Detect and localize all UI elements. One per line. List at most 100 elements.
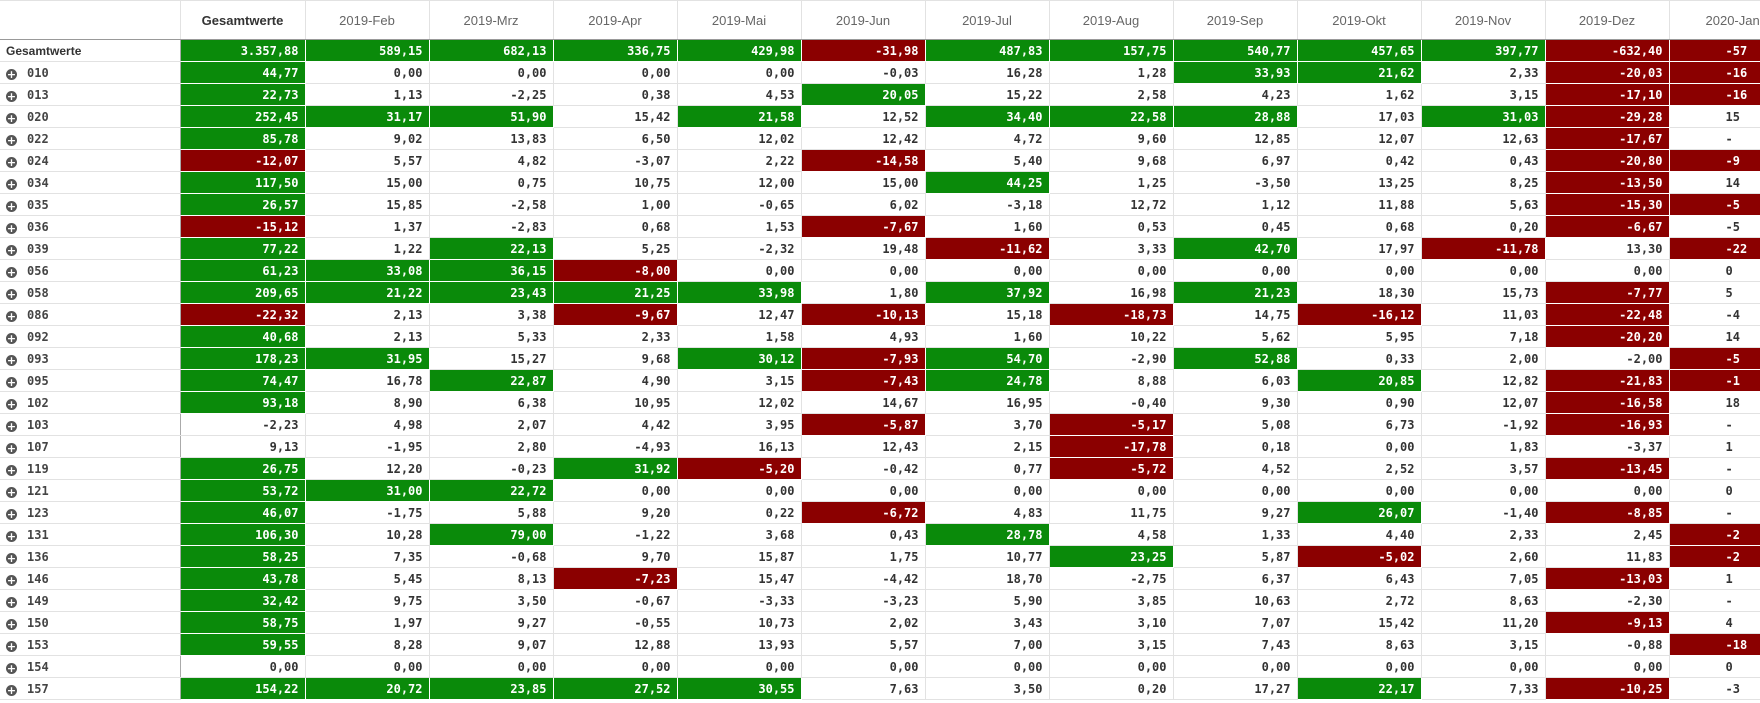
- row-label[interactable]: +136: [0, 545, 181, 568]
- expand-icon[interactable]: +: [6, 287, 17, 301]
- row-label[interactable]: +093: [0, 347, 181, 370]
- column-header[interactable]: 2019-Apr: [552, 0, 678, 40]
- row-label[interactable]: +153: [0, 633, 181, 656]
- expand-icon[interactable]: +: [6, 529, 17, 543]
- row-label[interactable]: +020: [0, 105, 181, 128]
- value-cell: 2,60: [1420, 545, 1546, 568]
- column-header[interactable]: 2019-Mai: [676, 0, 802, 40]
- expand-icon[interactable]: +: [6, 89, 17, 103]
- row-label[interactable]: +056: [0, 259, 181, 282]
- row-label[interactable]: +123: [0, 501, 181, 524]
- column-header[interactable]: 2020-Jan: [1668, 0, 1760, 40]
- value-cell: 22,58: [1048, 105, 1174, 128]
- value-cell: 16,28: [924, 61, 1050, 84]
- expand-icon[interactable]: +: [6, 595, 17, 609]
- column-header[interactable]: 2019-Sep: [1172, 0, 1298, 40]
- value-cell: 4,93: [800, 325, 926, 348]
- row-label[interactable]: +013: [0, 83, 181, 106]
- expand-icon[interactable]: +: [6, 661, 17, 675]
- value-cell: 13,83: [428, 127, 554, 150]
- column-header[interactable]: Gesamtwerte: [179, 0, 306, 40]
- row-label[interactable]: +095: [0, 369, 181, 392]
- expand-icon[interactable]: +: [6, 551, 17, 565]
- row-label-text: 136: [27, 549, 49, 564]
- expand-icon[interactable]: +: [6, 309, 17, 323]
- row-label[interactable]: +154: [0, 655, 181, 678]
- row-label[interactable]: +121: [0, 479, 181, 502]
- row-label[interactable]: +039: [0, 237, 181, 260]
- row-label[interactable]: +035: [0, 193, 181, 216]
- value-cell: 157,75: [1048, 39, 1174, 62]
- row-label[interactable]: +149: [0, 589, 181, 612]
- value-cell: 3,33: [1048, 237, 1174, 260]
- expand-icon[interactable]: +: [6, 155, 17, 169]
- expand-icon[interactable]: +: [6, 133, 17, 147]
- value-cell: -13,03: [1544, 567, 1670, 590]
- expand-icon[interactable]: +: [6, 243, 17, 257]
- column-header[interactable]: 2019-Okt: [1296, 0, 1422, 40]
- column-header[interactable]: 2019-Aug: [1048, 0, 1174, 40]
- row-label[interactable]: +092: [0, 325, 181, 348]
- value-cell: 18: [1668, 391, 1760, 414]
- row-label[interactable]: +150: [0, 611, 181, 634]
- row-label[interactable]: +036: [0, 215, 181, 238]
- row-label: Gesamtwerte: [0, 39, 181, 62]
- expand-icon[interactable]: +: [6, 419, 17, 433]
- value-cell: 22,13: [428, 237, 554, 260]
- expand-icon[interactable]: +: [6, 221, 17, 235]
- expand-icon[interactable]: +: [6, 375, 17, 389]
- expand-icon[interactable]: +: [6, 353, 17, 367]
- expand-icon[interactable]: +: [6, 507, 17, 521]
- row-label[interactable]: +010: [0, 61, 181, 84]
- expand-icon[interactable]: +: [6, 617, 17, 631]
- value-cell: -9,13: [1544, 611, 1670, 634]
- row-label[interactable]: +157: [0, 677, 181, 700]
- value-cell: 6,50: [552, 127, 678, 150]
- value-cell: 1,25: [1048, 171, 1174, 194]
- column-header[interactable]: 2019-Nov: [1420, 0, 1546, 40]
- expand-icon[interactable]: +: [6, 397, 17, 411]
- column-header[interactable]: 2019-Dez: [1544, 0, 1670, 40]
- value-cell: 5,45: [304, 567, 430, 590]
- expand-icon[interactable]: +: [6, 441, 17, 455]
- row-label-text: 123: [27, 505, 49, 520]
- column-header[interactable]: 2019-Jun: [800, 0, 926, 40]
- value-cell: -7,77: [1544, 281, 1670, 304]
- row-label[interactable]: +022: [0, 127, 181, 150]
- expand-icon[interactable]: +: [6, 463, 17, 477]
- expand-icon[interactable]: +: [6, 177, 17, 191]
- value-cell: 4,83: [924, 501, 1050, 524]
- expand-icon[interactable]: +: [6, 331, 17, 345]
- row-label[interactable]: +102: [0, 391, 181, 414]
- value-cell: 23,85: [428, 677, 554, 700]
- table-row: +093 178,23 31,95 15,27 9,68 30,12 -7,93 54,70-…: [0, 347, 1760, 370]
- row-label[interactable]: +146: [0, 567, 181, 590]
- expand-icon[interactable]: +: [6, 573, 17, 587]
- column-header[interactable]: 2019-Feb: [304, 0, 430, 40]
- table-row: +058 209,65 21,22 23,43 21,25 33,98 1,80 37,92 1…: [0, 281, 1760, 304]
- expand-icon[interactable]: +: [6, 265, 17, 279]
- row-label[interactable]: +058: [0, 281, 181, 304]
- value-cell: 4,72: [924, 127, 1050, 150]
- row-label[interactable]: +034: [0, 171, 181, 194]
- row-label[interactable]: +131: [0, 523, 181, 546]
- expand-icon[interactable]: +: [6, 485, 17, 499]
- row-label[interactable]: +107: [0, 435, 181, 458]
- value-cell: 1,37: [304, 215, 430, 238]
- expand-icon[interactable]: +: [6, 67, 17, 81]
- row-label[interactable]: +103: [0, 413, 181, 436]
- row-label-text: 093: [27, 351, 49, 366]
- column-header[interactable]: 2019-Mrz: [428, 0, 554, 40]
- value-cell: 7,63: [800, 677, 926, 700]
- expand-icon[interactable]: +: [6, 683, 17, 697]
- column-header[interactable]: 2019-Jul: [924, 0, 1050, 40]
- expand-icon[interactable]: +: [6, 639, 17, 653]
- value-cell: 15,42: [1296, 611, 1422, 634]
- row-label[interactable]: +119: [0, 457, 181, 480]
- value-cell: 4,53: [676, 83, 802, 106]
- row-label[interactable]: +024: [0, 149, 181, 172]
- expand-icon[interactable]: +: [6, 111, 17, 125]
- value-cell: 6,43: [1296, 567, 1422, 590]
- expand-icon[interactable]: +: [6, 199, 17, 213]
- row-label[interactable]: +086: [0, 303, 181, 326]
